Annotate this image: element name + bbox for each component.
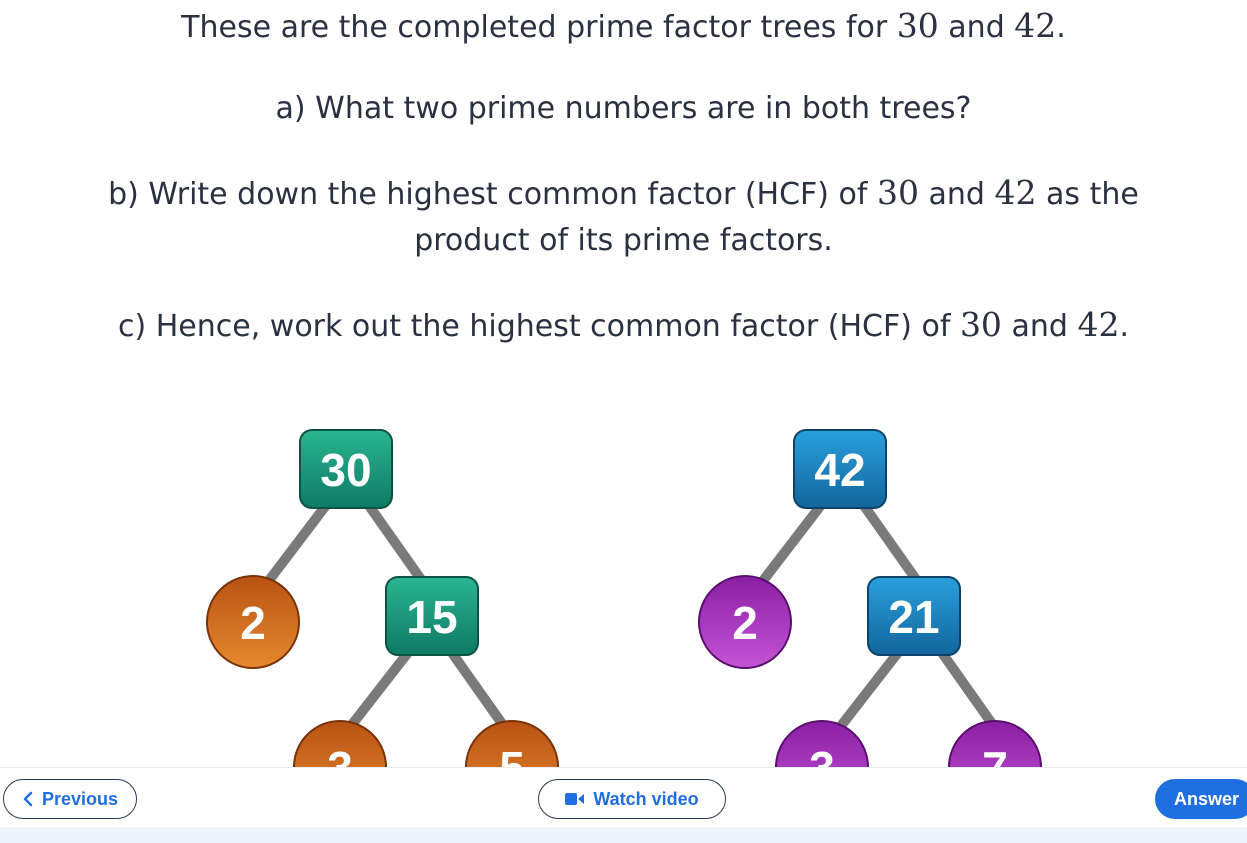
intro-and: and (938, 10, 1015, 45)
part-b-and: and (919, 177, 995, 212)
question-part-b: b) Write down the highest common factor … (0, 170, 1247, 264)
part-b-number-42: 42 (994, 173, 1037, 212)
part-c-number-30: 30 (959, 305, 1002, 344)
part-b-text-end: as the (1036, 177, 1139, 212)
watch-video-label: Watch video (593, 788, 699, 809)
right-leaf2-label: 3 (809, 742, 835, 768)
video-camera-icon (565, 792, 585, 806)
intro-text: These are the completed prime factor tre… (181, 10, 897, 45)
intro-number-30: 30 (896, 6, 939, 45)
answer-label: Answer (1174, 788, 1240, 809)
right-root-node: 42 (793, 429, 887, 509)
intro-number-42: 42 (1014, 6, 1057, 45)
right-leaf3-label: 7 (982, 742, 1008, 768)
right-leaf1-label: 2 (732, 597, 758, 649)
previous-label: Previous (41, 788, 119, 809)
right-branch-label: 21 (888, 591, 939, 643)
left-root-label: 30 (320, 444, 371, 496)
bottom-nav-bar: Previous Watch video Answer (0, 767, 1247, 827)
left-root-node: 30 (299, 429, 393, 509)
left-leaf-node-1: 2 (206, 575, 300, 669)
left-leaf-node-3: 5 (465, 720, 559, 768)
left-leaf3-label: 5 (499, 742, 525, 768)
part-b-text: b) Write down the highest common factor … (108, 177, 877, 212)
left-leaf2-label: 3 (327, 742, 353, 768)
factor-trees-diagram: 30 2 15 3 5 42 2 21 3 7 (206, 429, 1042, 768)
part-b-line2: product of its prime factors. (414, 223, 833, 258)
left-branch-label: 15 (406, 591, 457, 643)
left-branch-node: 15 (385, 576, 479, 656)
left-leaf1-label: 2 (240, 597, 266, 649)
right-leaf-node-2: 3 (775, 720, 869, 768)
left-leaf-node-2: 3 (293, 720, 387, 768)
right-root-label: 42 (814, 444, 865, 496)
question-part-c: c) Hence, work out the highest common fa… (0, 302, 1247, 350)
question-intro: These are the completed prime factor tre… (0, 3, 1247, 51)
question-part-a: a) What two prime numbers are in both tr… (275, 91, 972, 126)
part-c-and: and (1001, 309, 1078, 344)
part-c-period: . (1119, 309, 1129, 344)
answer-button[interactable]: Answer (1155, 779, 1247, 819)
right-leaf-node-3: 7 (948, 720, 1042, 768)
previous-button[interactable]: Previous (3, 779, 137, 819)
bottom-bar-shadow (0, 827, 1247, 843)
right-branch-node: 21 (867, 576, 961, 656)
chevron-left-icon (22, 791, 34, 807)
watch-video-button[interactable]: Watch video (538, 779, 726, 819)
intro-period: . (1056, 10, 1066, 45)
part-c-text: c) Hence, work out the highest common fa… (118, 309, 960, 344)
right-leaf-node-1: 2 (698, 575, 792, 669)
part-b-number-30: 30 (877, 173, 919, 212)
part-c-number-42: 42 (1077, 305, 1120, 344)
